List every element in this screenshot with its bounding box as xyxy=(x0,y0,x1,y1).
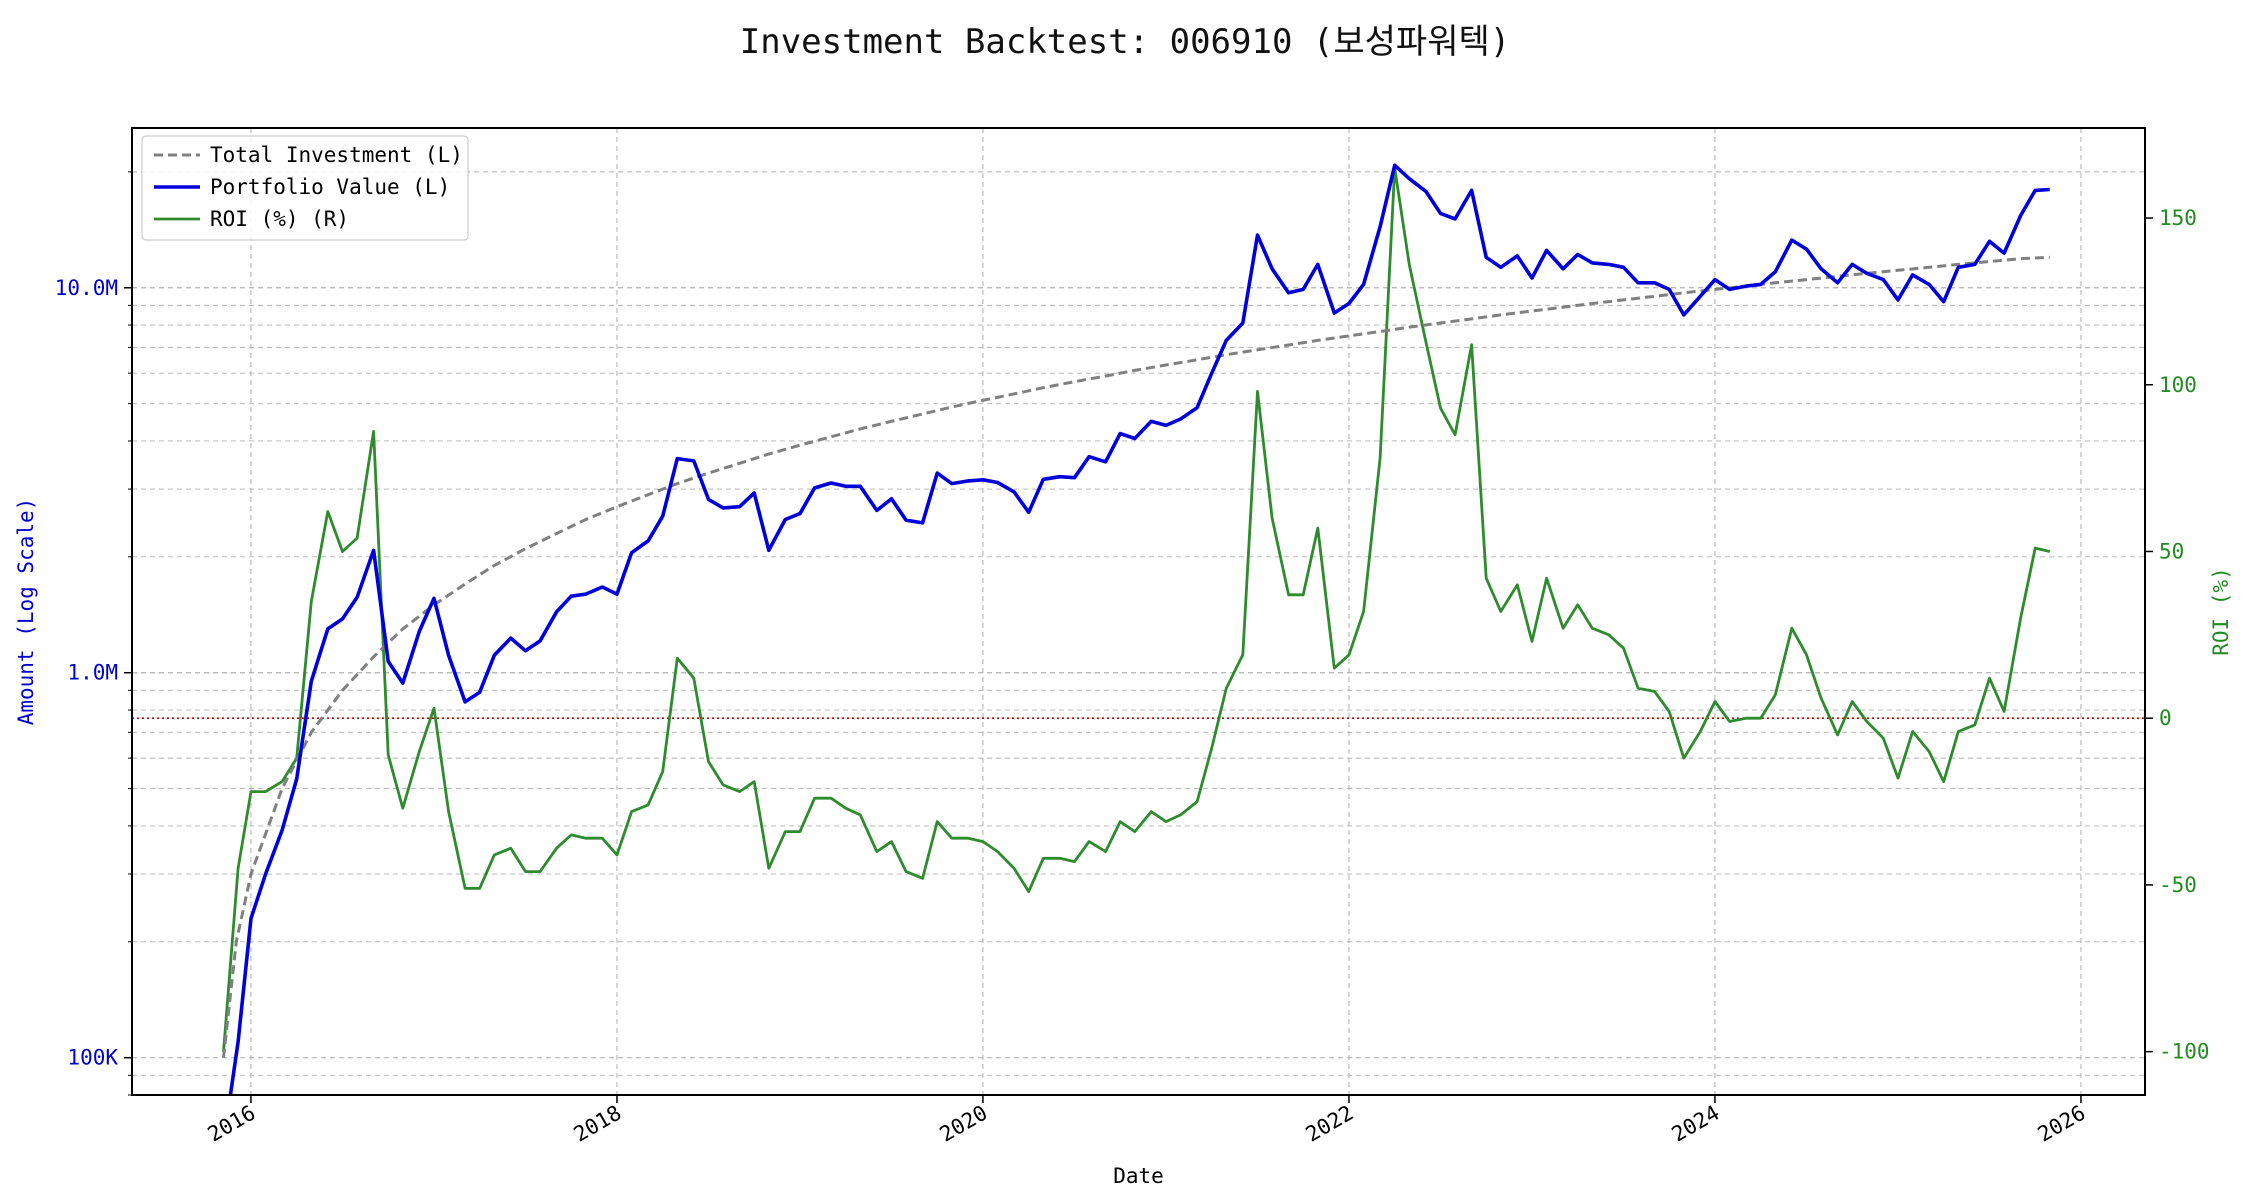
y-right-tick-label: -100 xyxy=(2159,1040,2210,1064)
y-right-tick-label: -50 xyxy=(2159,873,2197,897)
x-tick-label: 2024 xyxy=(1668,1101,1724,1147)
series-layer xyxy=(132,163,2145,1095)
plot-frame xyxy=(131,127,2146,1096)
y-left-tick-label: 100K xyxy=(67,1046,118,1070)
chart-title: Investment Backtest: 006910 (보성파워텍) xyxy=(739,22,1511,62)
y-left-tick-label: 10.0M xyxy=(55,276,118,300)
y-right-tick-label: 100 xyxy=(2159,373,2197,397)
y-right-tick-label: 50 xyxy=(2159,539,2184,563)
y-right-tick-label: 150 xyxy=(2159,206,2197,230)
axes-layer: 2016 2018 2020 2022 2024 2026 100K 1.0M 10.0M -10… xyxy=(14,127,2233,1188)
legend-box xyxy=(141,135,469,241)
series-line-total-investment-l xyxy=(222,255,2050,1058)
y-left-tick-label: 1.0M xyxy=(67,661,118,685)
x-tick-label: 2026 xyxy=(2034,1101,2090,1147)
x-tick-label: 2016 xyxy=(204,1101,260,1147)
x-tick-label: 2020 xyxy=(936,1101,992,1147)
y-left-axis-label: Amount (Log Scale) xyxy=(14,498,38,726)
x-axis-label: Date xyxy=(1113,1164,1164,1188)
legend-label: Total Investment (L) xyxy=(210,143,463,167)
series-line-portfolio-value-l xyxy=(228,163,2050,1095)
legend: Total Investment (L) Portfolio Value (L) R… xyxy=(141,135,469,241)
y-right-tick-label: 0 xyxy=(2159,706,2172,730)
legend-label: Portfolio Value (L) xyxy=(210,175,450,199)
y-right-axis-label: ROI (%) xyxy=(2209,567,2233,656)
series-line-roi-r xyxy=(222,166,2051,1052)
x-tick-label: 2018 xyxy=(570,1101,626,1147)
legend-label: ROI (%) (R) xyxy=(210,207,349,231)
x-tick-label: 2022 xyxy=(1302,1101,1358,1147)
